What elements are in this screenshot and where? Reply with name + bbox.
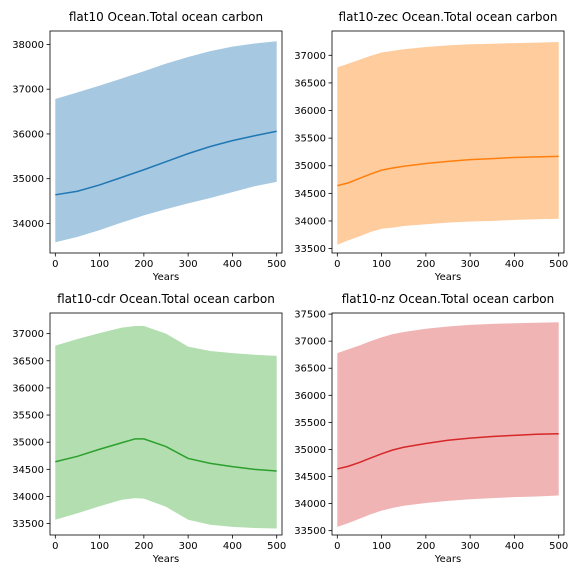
subplot-4: 0 100 200 300 400 500 33500 34000 34500 35000 3550… [294,292,568,565]
subplot-3: 0 100 200 300 400 500 33500 34000 34500 35000 3550… [12,292,286,565]
chart-title: flat10-zec Ocean.Total ocean carbon [339,10,558,24]
axes-frame [331,30,565,254]
x-tick-label: 400 [223,259,242,270]
x-tick-label: 400 [505,259,524,270]
x-tick-label: 200 [416,541,435,552]
y-tick-label: 35500 [294,418,326,429]
y-tick-label: 34000 [12,492,44,503]
y-tick-label: 33500 [12,519,44,530]
chart-title: flat10-nz Ocean.Total ocean carbon [342,292,555,306]
y-tick-label: 35000 [294,445,326,456]
x-tick-label: 300 [179,541,198,552]
y-tick-label: 33500 [294,244,326,255]
y-tick-label: 34500 [294,189,326,200]
subplot-2: 0 100 200 300 400 500 33500 34000 34500 35000 3550… [294,10,568,283]
x-tick-label: 0 [52,541,58,552]
y-tick-label: 37500 [294,310,326,321]
uncertainty-band [337,42,559,245]
y-tick-label: 34000 [12,219,44,230]
y-tick-label: 35500 [294,134,326,145]
x-tick-label: 100 [372,541,391,552]
x-tick-label: 100 [90,541,109,552]
y-tick-label: 35000 [294,161,326,172]
y-tick-label: 38000 [12,40,44,51]
x-tick-label: 400 [223,541,242,552]
y-tick-label: 35500 [12,411,44,422]
x-tick-label: 300 [461,541,480,552]
x-tick-label: 400 [505,541,524,552]
x-tick-label: 200 [134,259,153,270]
y-tick-label: 37000 [294,337,326,348]
y-tick-label: 34000 [294,499,326,510]
uncertainty-band [337,322,559,527]
x-axis-label: Years [434,554,461,565]
x-tick-label: 500 [267,259,286,270]
y-tick-label: 34500 [294,472,326,483]
x-tick-label: 300 [461,259,480,270]
x-axis-label: Years [152,272,179,283]
y-tick-label: 36500 [294,364,326,375]
mean-line [55,130,277,196]
y-tick-label: 37000 [294,51,326,62]
chart-title: flat10 Ocean.Total ocean carbon [69,10,263,24]
x-tick-label: 500 [549,259,568,270]
y-tick-label: 36000 [12,129,44,140]
x-tick-label: 100 [372,259,391,270]
x-tick-label: 300 [179,259,198,270]
y-tick-label: 35000 [12,174,44,185]
y-tick-label: 37000 [12,329,44,340]
y-tick-label: 36000 [294,391,326,402]
x-tick-label: 500 [549,541,568,552]
y-tick-label: 36500 [12,356,44,367]
x-tick-label: 200 [416,259,435,270]
axes-frame [49,30,283,254]
subplot-1: 0 100 200 300 400 500 34000 35000 36000 37000 3800… [12,10,286,283]
y-tick-label: 36000 [294,106,326,117]
uncertainty-band [55,41,277,243]
y-tick-label: 34000 [294,216,326,227]
y-tick-label: 37000 [12,85,44,96]
x-tick-label: 500 [267,541,286,552]
x-tick-label: 0 [52,259,58,270]
y-tick-label: 33500 [294,526,326,537]
mean-line [55,438,277,472]
y-tick-label: 36000 [12,383,44,394]
chart-title: flat10-cdr Ocean.Total ocean carbon [57,292,275,306]
x-tick-label: 0 [334,259,340,270]
mean-line [337,155,559,187]
axes-frame [49,312,283,536]
x-tick-label: 100 [90,259,109,270]
y-tick-label: 34500 [12,465,44,476]
x-tick-label: 0 [334,541,340,552]
y-tick-label: 35000 [12,438,44,449]
y-tick-label: 36500 [294,78,326,89]
axes-frame [331,312,565,536]
x-axis-label: Years [434,272,461,283]
mean-line [337,433,559,470]
x-axis-label: Years [152,554,179,565]
uncertainty-band [55,326,277,529]
x-tick-label: 200 [134,541,153,552]
